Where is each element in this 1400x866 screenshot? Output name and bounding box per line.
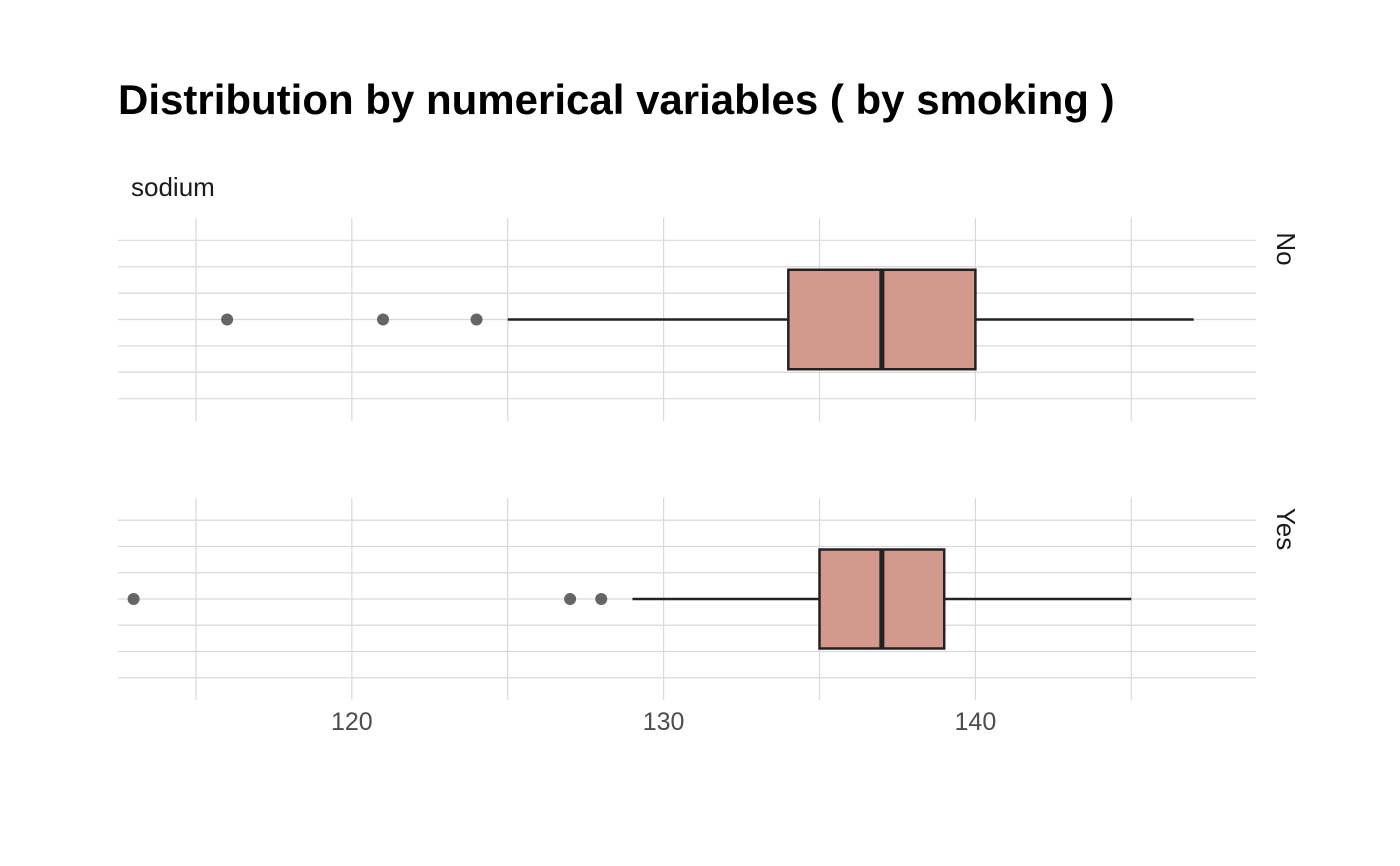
outlier-point — [127, 593, 140, 605]
facet-panel-yes — [118, 498, 1256, 700]
outlier-point — [470, 313, 483, 326]
facet-panel-no — [118, 218, 1256, 421]
x-tick-label: 130 — [643, 708, 685, 736]
facet-label-no: No — [1271, 232, 1301, 265]
x-tick-label: 140 — [955, 708, 997, 736]
chart-title: Distribution by numerical variables ( by… — [118, 76, 1115, 123]
outlier-point — [221, 313, 234, 326]
facet-label-yes: Yes — [1271, 508, 1301, 550]
outlier-point — [595, 593, 608, 605]
outlier-point — [564, 593, 577, 605]
variable-strip-label: sodium — [131, 172, 215, 202]
outlier-point — [377, 313, 390, 326]
x-tick-label: 120 — [331, 708, 373, 736]
x-axis: 120 130 140 — [331, 708, 996, 736]
